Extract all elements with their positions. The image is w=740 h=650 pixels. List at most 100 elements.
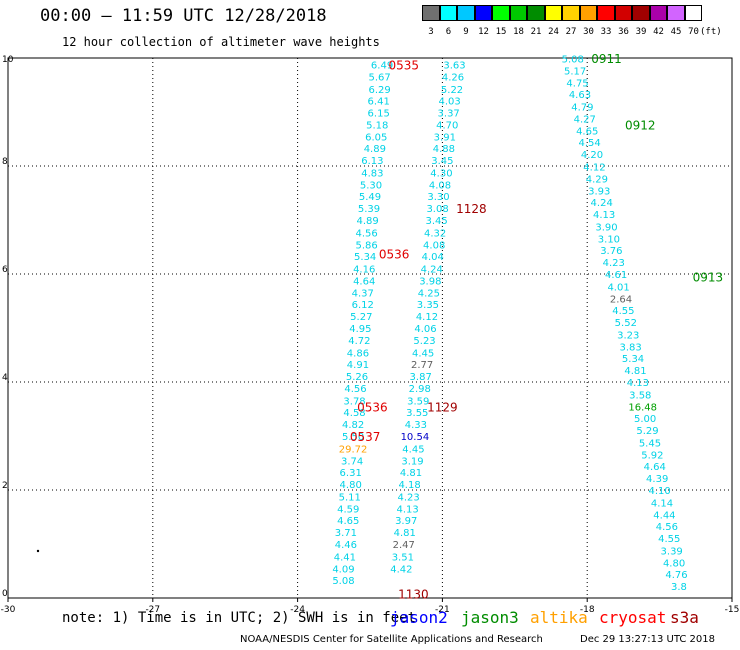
pass-time-label: 0911 — [591, 52, 622, 66]
swh-value-label: 4.80 — [340, 480, 362, 491]
pass-time-label: 0912 — [625, 118, 656, 132]
colorbar-swatch — [667, 5, 685, 21]
colorbar-level-label: 42 — [653, 27, 664, 37]
swh-value-label: 3.8 — [671, 582, 687, 593]
colorbar-level-label: 24 — [548, 27, 559, 37]
swh-value-label: 4.09 — [332, 564, 354, 575]
colorbar-swatch — [492, 5, 510, 21]
pass-time-label: 0535 — [389, 58, 420, 72]
colorbar-swatch — [422, 5, 440, 21]
swh-value-label: 3.83 — [620, 342, 642, 353]
colorbar-swatch — [544, 5, 562, 21]
swh-value-label: 2.98 — [409, 384, 431, 395]
swh-value-label: 5.39 — [358, 204, 380, 215]
swh-value-label: 5.17 — [564, 66, 586, 77]
swh-value-label: 5.92 — [641, 450, 663, 461]
swh-value-label: 3.45 — [431, 156, 453, 167]
swh-value-label: 5.50 — [342, 432, 364, 443]
swh-value-label: 5.49 — [359, 192, 381, 203]
swh-value-label: 4.80 — [663, 558, 685, 569]
swh-value-label: 2.47 — [393, 540, 415, 551]
swh-value-label: 3.37 — [438, 109, 460, 120]
swh-value-label: 6.29 — [369, 85, 391, 96]
swh-value-label: 4.65 — [337, 516, 359, 527]
swh-value-label: 4.81 — [400, 468, 422, 479]
swh-value-label: 4.13 — [397, 504, 419, 515]
swh-value-label: 6.05 — [365, 132, 387, 143]
colorbar-swatch — [509, 5, 527, 21]
swh-value-label: 2.77 — [411, 360, 433, 371]
swh-value-label: 4.76 — [665, 570, 687, 581]
colorbar-swatch — [614, 5, 632, 21]
swh-value-label: 4.45 — [412, 348, 434, 359]
swh-value-label: 4.64 — [644, 462, 666, 473]
swh-value-label: 4.72 — [348, 336, 370, 347]
date-stamp: Dec 29 13:27:13 UTC 2018 — [580, 634, 715, 645]
swh-value-label: 5.08 — [562, 55, 584, 66]
swh-value-label: 5.29 — [636, 426, 658, 437]
swh-value-label: 4.04 — [422, 252, 444, 263]
swh-value-label: 4.56 — [656, 522, 678, 533]
swh-value-label: 5.67 — [369, 72, 391, 83]
swh-value-label: 3.63 — [443, 60, 465, 71]
coast-dot — [36, 549, 40, 553]
swh-value-label: 4.06 — [414, 324, 436, 335]
swh-value-label: 4.32 — [424, 228, 446, 239]
swh-value-label: 5.30 — [360, 180, 382, 191]
swh-value-label: 4.91 — [347, 360, 369, 371]
x-tick-label: -15 — [725, 605, 740, 615]
x-tick-label: -24 — [290, 605, 305, 615]
swh-value-label: 4.95 — [349, 324, 371, 335]
swh-value-label: 4.14 — [651, 498, 673, 509]
swh-value-label: 6.13 — [361, 156, 383, 167]
swh-value-label: 3.90 — [595, 222, 617, 233]
colorbar-swatch — [474, 5, 492, 21]
swh-value-label: 5.52 — [615, 318, 637, 329]
swh-value-label: 3.76 — [600, 246, 622, 257]
swh-value-label: 5.34 — [354, 252, 376, 263]
swh-value-label: 4.25 — [418, 288, 440, 299]
swh-value-label: 16.48 — [628, 402, 657, 413]
swh-value-label: 4.56 — [355, 228, 377, 239]
colorbar-swatch — [579, 5, 597, 21]
colorbar-level-label: 36 — [618, 27, 629, 37]
swh-value-label: 4.46 — [335, 540, 357, 551]
y-tick-label: 8 — [2, 157, 8, 167]
swh-value-label: 4.26 — [442, 72, 464, 83]
swh-value-label: 6.41 — [368, 97, 390, 108]
pass-time-label: 1128 — [456, 202, 487, 216]
colorbar-level-label: 3 — [428, 27, 434, 37]
swh-value-label: 3.78 — [343, 396, 365, 407]
swh-value-label: 4.58 — [343, 408, 365, 419]
swh-value-label: 4.10 — [648, 486, 670, 497]
pass-time-label: 0536 — [357, 400, 388, 414]
swh-value-label: 4.55 — [612, 306, 634, 317]
swh-value-label: 3.08 — [426, 204, 448, 215]
swh-value-label: 4.08 — [423, 240, 445, 251]
colorbar-level-label: 15 — [495, 27, 507, 37]
swh-value-label: 4.81 — [624, 366, 646, 377]
swh-value-label: 6.49 — [371, 60, 393, 71]
swh-value-label: 3.71 — [335, 528, 357, 539]
y-tick-label: 10 — [2, 55, 14, 65]
swh-value-label: 4.89 — [356, 216, 378, 227]
colorbar-level-label: 21 — [530, 27, 542, 37]
swh-value-label: 4.86 — [347, 348, 369, 359]
pass-time-label: 1130 — [398, 588, 429, 602]
chart-title: 00:00 – 11:59 UTC 12/28/2018 — [40, 6, 327, 26]
swh-value-label: 3.74 — [341, 456, 363, 467]
swh-value-label: 3.93 — [588, 186, 610, 197]
plot-frame — [7, 57, 733, 599]
colorbar-swatch — [597, 5, 615, 21]
swh-value-label: 4.56 — [344, 384, 366, 395]
swh-value-label: 2.64 — [610, 294, 632, 305]
colorbar-level-label: 70 — [688, 27, 699, 37]
swh-value-label: 6.12 — [352, 300, 374, 311]
swh-value-label: 5.23 — [413, 336, 435, 347]
swh-value-label: 3.45 — [425, 216, 447, 227]
swh-value-label: 4.20 — [581, 150, 603, 161]
swh-value-label: 3.35 — [417, 300, 439, 311]
swh-value-label: 5.45 — [639, 438, 661, 449]
swh-value-label: 4.27 — [574, 114, 596, 125]
